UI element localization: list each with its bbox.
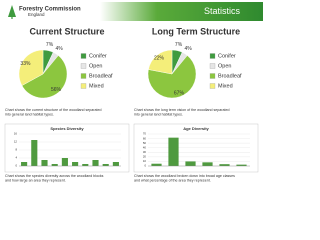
caption: Chart shows the species diversity across… [5,174,104,182]
legend-label: Conifer [218,53,236,59]
chart-title: Long Term Structure [152,26,240,36]
logo-subtext: England [28,12,45,17]
y-tick-label: 0 [144,164,146,168]
bar [92,160,99,166]
legend-swatch [80,73,87,79]
legend-label: Mixed [89,83,104,89]
legend-label: Conifer [89,53,107,59]
value-label: 33% [20,61,31,67]
value-label: 4% [55,46,63,52]
value-label: 7% [175,42,183,48]
bar [82,164,89,166]
value-label: 7% [46,42,54,48]
legend-label: Open [218,63,231,69]
y-tick-label: 16 [14,132,18,136]
y-tick-label: 12 [14,140,18,144]
bar [72,162,79,166]
caption-line: Chart shows the current structure of the… [5,108,102,112]
legend-label: Open [89,63,102,69]
legend-label: Broadleaf [218,73,242,79]
caption-line: into general land habitat types. [134,112,183,116]
y-tick-label: 20 [143,155,147,159]
chart-title: Age Diversity [183,126,209,131]
caption-line: Chart shows the species diversity across… [5,174,104,178]
y-tick-label: 10 [143,159,147,163]
chart-title: Species Diversity [50,126,84,131]
legend-swatch [80,63,87,69]
header-banner [100,2,263,21]
bar [61,158,68,166]
bar [236,164,247,166]
pie-slice [148,49,173,75]
y-tick-label: 70 [143,132,147,136]
legend-swatch [209,53,216,59]
legend-label: Mixed [218,83,233,89]
y-tick-label: 4 [15,156,17,160]
page: {"header": {"logo": "Forestry Commission… [4,2,263,183]
bar [185,161,196,166]
bar [21,162,28,166]
pie-slice [147,55,197,99]
logo-trunk [11,16,13,19]
bar [219,164,230,166]
value-label: 67% [174,91,185,97]
page-canvas: Forestry Commission England Statistics C… [4,2,263,183]
caption: Chart shows the long term vision of the … [134,108,230,116]
logo-text: Forestry Commission [19,7,81,13]
legend-swatch [209,83,216,89]
bar [151,163,162,166]
value-label: 22% [154,56,165,62]
bar [168,137,179,166]
bar [102,164,109,166]
legend-swatch [80,53,87,59]
legend-swatch [209,63,216,69]
y-tick-label: 8 [15,148,17,152]
chart-title: Current Structure [29,26,104,36]
logo: Forestry Commission England [8,5,81,19]
y-tick-label: 50 [143,141,147,145]
y-tick-label: 0 [15,164,17,168]
legend-swatch [80,83,87,89]
legend-label: Broadleaf [89,73,113,79]
bar [202,162,213,166]
bar [51,164,58,166]
pie-slice [21,55,68,99]
caption: Chart shows the current structure of the… [5,108,102,116]
value-label: 4% [184,46,192,52]
caption-line: and how large an area they represent. [5,178,66,182]
legend-swatch [209,73,216,79]
banner-title: Statistics [204,6,241,16]
caption-line: into general land habitat types. [5,112,54,116]
caption-line: Chart shows the long term vision of the … [134,108,230,112]
y-tick-label: 40 [143,145,147,149]
y-tick-label: 60 [143,136,147,140]
bar [112,162,119,166]
caption-line: Chart shows the woodland broken down int… [134,174,235,178]
value-label: 56% [51,87,62,93]
caption: Chart shows the woodland broken down int… [134,174,235,182]
y-tick-label: 30 [143,150,147,154]
pie-slice [18,49,44,86]
bar [41,160,48,166]
bar [31,140,38,166]
logo-icon [8,5,16,17]
caption-line: and what percentage of the area they rep… [134,178,211,182]
